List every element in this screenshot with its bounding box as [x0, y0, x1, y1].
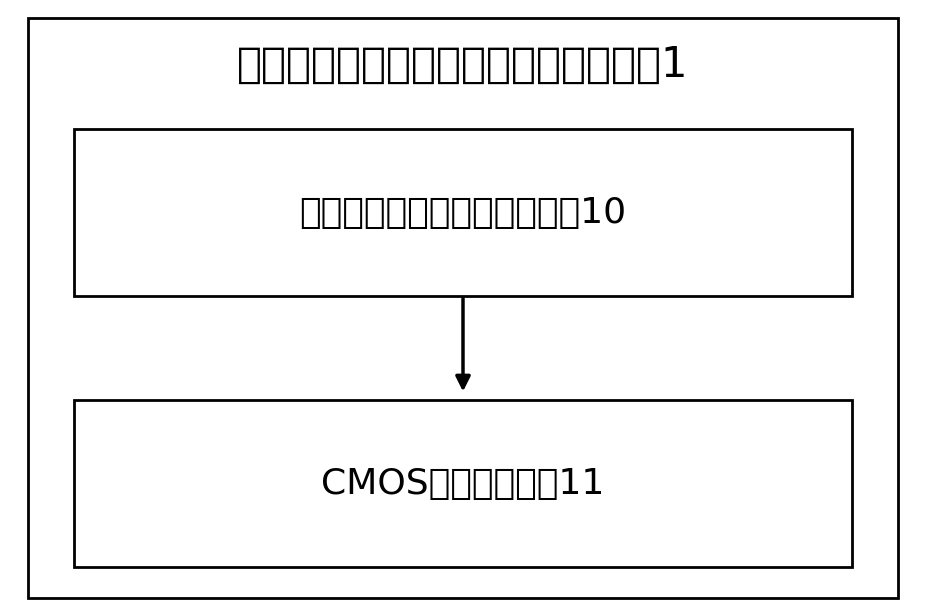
Text: 交替排布的两种叠层像素单元10: 交替排布的两种叠层像素单元10: [299, 195, 627, 230]
Text: 叠层互补金属氧化物半导体图像传感器1: 叠层互补金属氧化物半导体图像传感器1: [237, 44, 689, 86]
Bar: [74, 400, 852, 567]
Bar: [74, 129, 852, 296]
Text: CMOS像素读出电路11: CMOS像素读出电路11: [321, 466, 605, 501]
